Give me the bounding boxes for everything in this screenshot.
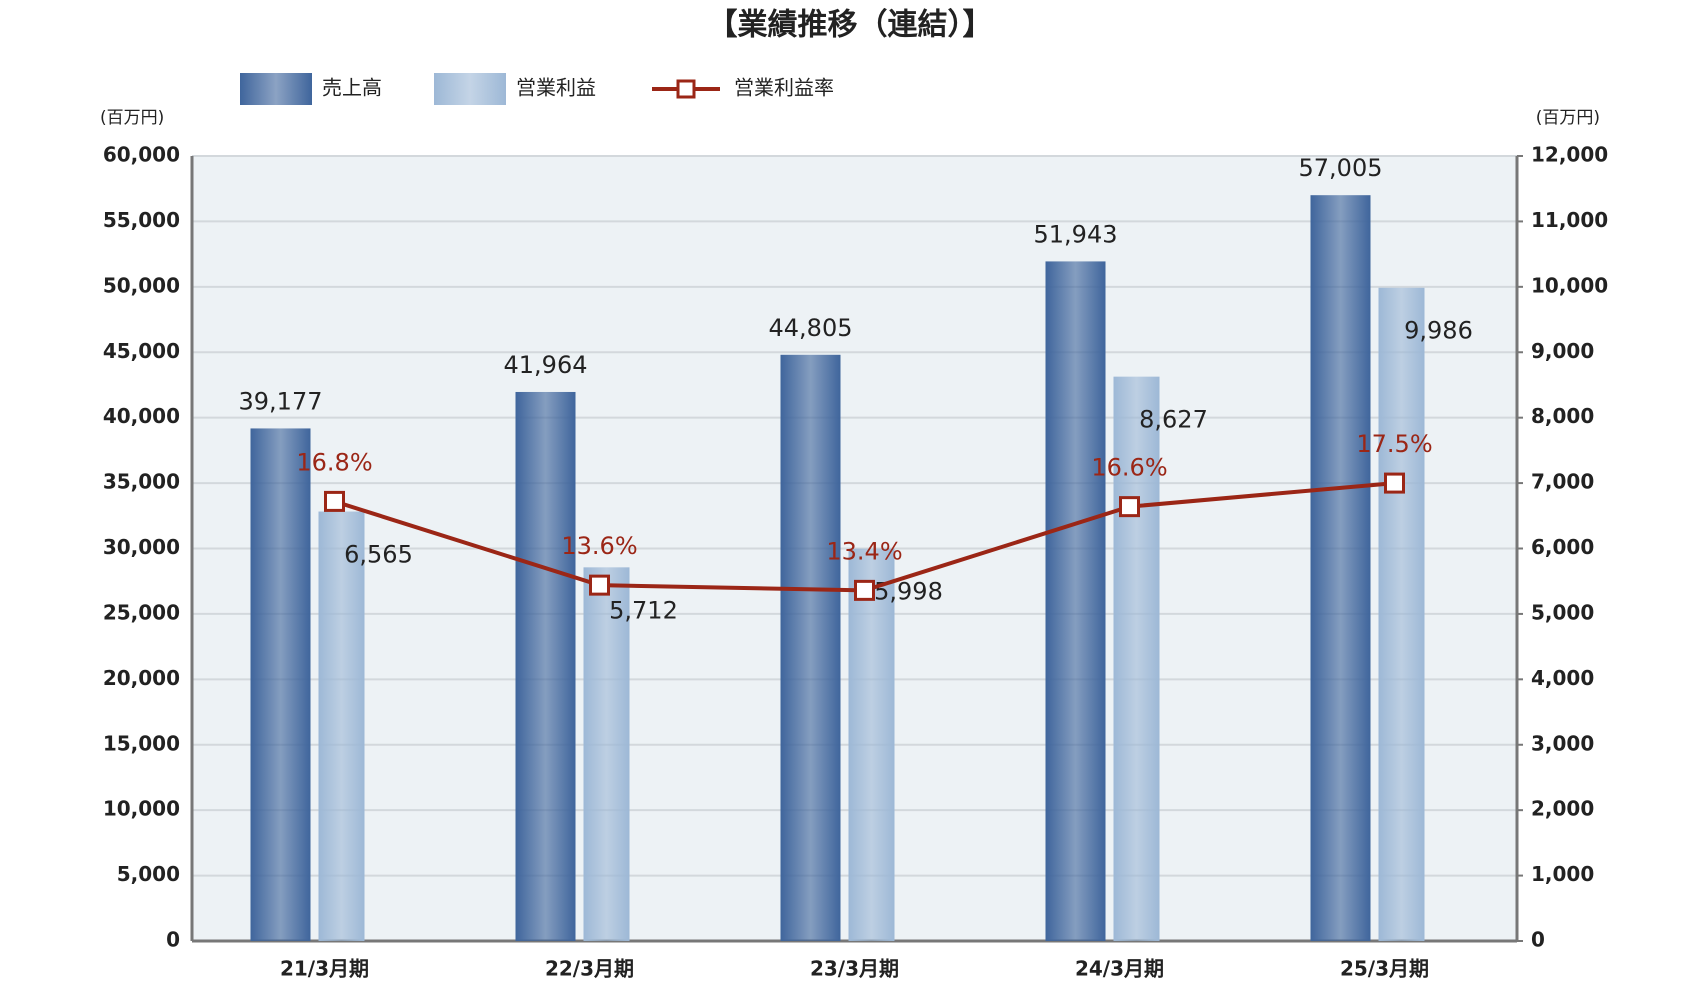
legend-swatch-marker	[676, 79, 696, 99]
bar-value-label: 51,943	[1034, 220, 1118, 248]
y-tick-label: 45,000	[103, 339, 180, 363]
y2-tick-label: 6,000	[1531, 535, 1594, 559]
y2-tick-label: 11,000	[1531, 208, 1608, 232]
y2-tick-label: 10,000	[1531, 273, 1608, 297]
x-tick-label: 23/3月期	[810, 957, 899, 981]
bar	[1310, 195, 1371, 942]
bar-value-label: 9,986	[1404, 317, 1473, 345]
y2-tick-label: 12,000	[1531, 143, 1608, 167]
legend-swatch	[434, 73, 506, 105]
x-tick-label: 21/3月期	[280, 957, 369, 981]
y2-tick-label: 5,000	[1531, 600, 1594, 624]
y2-tick-label: 9,000	[1531, 339, 1594, 363]
y-tick-label: 35,000	[103, 470, 180, 494]
bar	[1113, 376, 1160, 942]
y2-tick-label: 4,000	[1531, 666, 1594, 690]
y-tick-label: 40,000	[103, 404, 180, 428]
y2-tick-label: 2,000	[1531, 797, 1594, 821]
y-tick-label: 55,000	[103, 208, 180, 232]
y-tick-label: 50,000	[103, 273, 180, 297]
line-value-label: 17.5%	[1356, 430, 1432, 458]
bar-value-label: 41,964	[504, 351, 588, 379]
legend-label: 売上高	[322, 76, 382, 100]
y-tick-label: 20,000	[103, 666, 180, 690]
bar	[1045, 261, 1106, 941]
y-tick-label: 25,000	[103, 600, 180, 624]
line-value-label: 16.6%	[1091, 454, 1167, 482]
y-unit: (百万円)	[100, 108, 164, 128]
y2-unit: (百万円)	[1536, 108, 1600, 128]
line-value-label: 16.8%	[296, 448, 372, 476]
bar	[318, 511, 365, 941]
bar	[583, 567, 630, 941]
bar-value-label: 6,565	[344, 541, 413, 569]
y2-tick-label: 1,000	[1531, 862, 1594, 886]
bar	[515, 391, 576, 941]
y-tick-label: 15,000	[103, 731, 180, 755]
y2-tick-label: 3,000	[1531, 731, 1594, 755]
bar	[250, 428, 311, 941]
y2-tick-label: 7,000	[1531, 470, 1594, 494]
line-marker	[854, 579, 875, 601]
bar-value-label: 8,627	[1139, 406, 1208, 434]
y-tick-label: 10,000	[103, 797, 180, 821]
y-tick-label: 0	[166, 928, 180, 952]
bar	[780, 354, 841, 941]
line-marker	[324, 490, 345, 512]
y-tick-label: 30,000	[103, 535, 180, 559]
bar	[848, 548, 895, 941]
y2-tick-label: 8,000	[1531, 404, 1594, 428]
legend-label: 営業利益率	[734, 76, 834, 100]
bar-value-label: 44,805	[769, 314, 853, 342]
line-marker	[1119, 496, 1140, 518]
bar-value-label: 5,712	[609, 596, 678, 624]
x-tick-label: 24/3月期	[1075, 957, 1164, 981]
legend-swatch	[240, 73, 312, 105]
line-value-label: 13.4%	[826, 537, 902, 565]
x-tick-label: 25/3月期	[1340, 957, 1429, 981]
y-tick-label: 60,000	[103, 143, 180, 167]
bar	[1378, 287, 1425, 942]
bar-value-label: 5,998	[874, 578, 943, 606]
bar-value-label: 57,005	[1299, 154, 1383, 182]
line-marker	[589, 574, 610, 596]
y-tick-label: 5,000	[117, 862, 180, 886]
y2-tick-label: 0	[1531, 928, 1545, 952]
x-tick-label: 22/3月期	[545, 957, 634, 981]
legend-label: 営業利益	[516, 76, 596, 100]
line-value-label: 13.6%	[561, 532, 637, 560]
bar-value-label: 39,177	[239, 387, 323, 415]
line-marker	[1384, 472, 1405, 494]
chart-title: 【業績推移（連結）】	[708, 8, 993, 43]
